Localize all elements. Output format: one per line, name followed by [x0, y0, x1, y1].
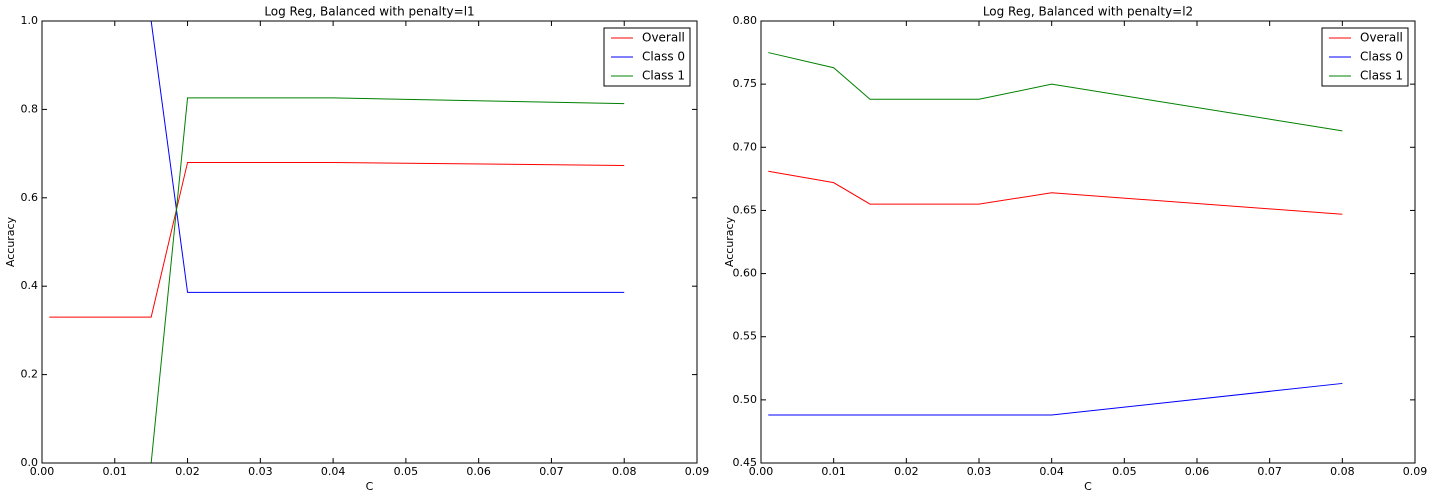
x-axis-label: C — [1084, 480, 1092, 493]
x-tick-label: 0.00 — [30, 465, 55, 478]
legend-label: Overall — [642, 31, 685, 45]
x-tick-label: 0.08 — [612, 465, 637, 478]
x-tick-label: 0.01 — [821, 465, 846, 478]
x-tick-label: 0.03 — [248, 465, 273, 478]
x-tick-label: 0.09 — [685, 465, 710, 478]
y-tick-label: 0.70 — [733, 140, 758, 153]
y-tick-label: 0.50 — [733, 393, 758, 406]
y-axis-label: Accuracy — [4, 216, 17, 267]
x-tick-label: 0.07 — [1257, 465, 1282, 478]
y-tick-label: 0.65 — [733, 203, 758, 216]
legend-label: Class 0 — [1360, 50, 1403, 64]
x-tick-label: 0.04 — [321, 465, 346, 478]
y-axis-label: Accuracy — [723, 216, 736, 267]
x-tick-label: 0.01 — [103, 465, 128, 478]
chart-title: Log Reg, Balanced with penalty=l1 — [264, 5, 474, 19]
x-tick-label: 0.00 — [749, 465, 774, 478]
chart-title: Log Reg, Balanced with penalty=l2 — [983, 5, 1193, 19]
y-tick-label: 0.45 — [733, 456, 758, 469]
legend-label: Class 1 — [1360, 69, 1403, 83]
y-tick-label: 0.8 — [21, 102, 39, 115]
y-tick-label: 0.55 — [733, 330, 758, 343]
y-tick-label: 0.4 — [21, 279, 39, 292]
series-line — [49, 161, 625, 318]
y-tick-label: 0.75 — [733, 77, 758, 90]
plot-frame — [760, 20, 1416, 464]
y-tick-label: 1.0 — [21, 14, 39, 27]
x-tick-label: 0.02 — [894, 465, 919, 478]
y-tick-label: 0.60 — [733, 267, 758, 280]
x-tick-label: 0.08 — [1330, 465, 1355, 478]
legend-label: Class 0 — [642, 50, 685, 64]
plot-frame — [41, 20, 698, 464]
x-tick-label: 0.07 — [539, 465, 564, 478]
legend-label: Overall — [1360, 31, 1403, 45]
series-line — [768, 52, 1343, 132]
y-tick-label: 0.0 — [21, 456, 39, 469]
x-tick-label: 0.06 — [1185, 465, 1210, 478]
series-line — [768, 170, 1343, 215]
x-tick-label: 0.02 — [175, 465, 200, 478]
x-tick-label: 0.05 — [394, 465, 419, 478]
y-tick-label: 0.6 — [21, 191, 39, 204]
x-tick-label: 0.06 — [466, 465, 491, 478]
y-tick-label: 0.80 — [733, 14, 758, 27]
x-tick-label: 0.03 — [967, 465, 992, 478]
x-tick-label: 0.09 — [1403, 465, 1428, 478]
series-line — [768, 382, 1343, 416]
legend-label: Class 1 — [642, 69, 685, 83]
series-line — [49, 21, 625, 293]
x-tick-label: 0.04 — [1039, 465, 1064, 478]
x-axis-label: C — [366, 480, 374, 493]
series-line — [49, 97, 625, 463]
y-tick-label: 0.2 — [21, 368, 39, 381]
x-tick-label: 0.05 — [1112, 465, 1137, 478]
